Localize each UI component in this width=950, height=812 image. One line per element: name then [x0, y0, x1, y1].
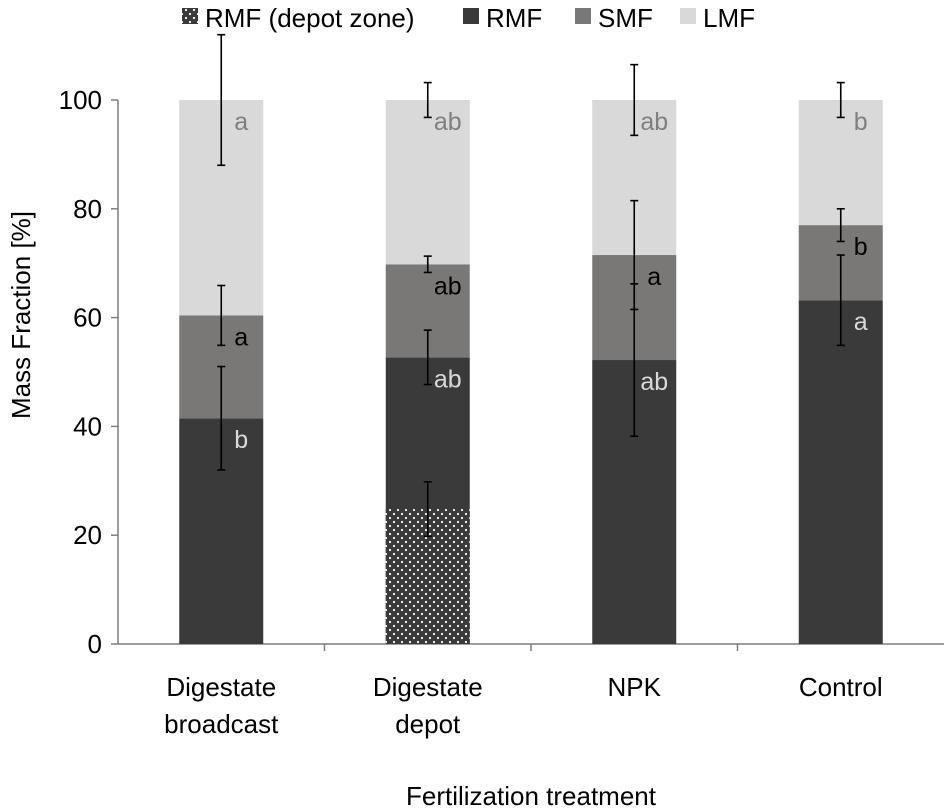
y-tick-label: 0 — [88, 629, 102, 659]
y-tick-label: 80 — [73, 194, 102, 224]
bar-lmf — [385, 100, 470, 265]
significance-letter: b — [854, 108, 868, 136]
significance-letter: b — [234, 426, 248, 454]
bar-lmf — [798, 100, 883, 226]
y-axis-title: Mass Fraction [%] — [6, 211, 36, 419]
bars — [179, 100, 883, 644]
error-bars — [217, 33, 845, 538]
y-tick-label: 100 — [59, 85, 102, 115]
legend-swatch-smf — [575, 8, 591, 24]
significance-letter: ab — [640, 108, 668, 136]
legend-label: RMF — [486, 3, 542, 33]
legend: RMF (depot zone) RMF SMF LMF — [182, 3, 755, 33]
significance-letter: ab — [434, 108, 462, 136]
legend-swatch-rmf_depot — [182, 8, 198, 24]
x-axis-title: Fertilization treatment — [406, 781, 657, 811]
y-tick-label: 60 — [73, 303, 102, 333]
significance-letter: a — [647, 263, 661, 291]
x-category-label: Digestate — [166, 672, 276, 702]
significance-letter: a — [854, 308, 868, 336]
significance-letter: a — [234, 108, 248, 136]
legend-label: SMF — [598, 3, 653, 33]
bar-rmf — [798, 300, 883, 644]
legend-label: LMF — [703, 3, 755, 33]
axes: 0 20 40 60 80 100 Digestate broadcast Digestate d… — [59, 85, 944, 739]
x-category-label: Control — [799, 672, 883, 702]
significance-letter: ab — [640, 368, 668, 396]
y-tick-label: 20 — [73, 520, 102, 550]
x-category-label: Digestate — [373, 672, 483, 702]
legend-swatch-rmf — [463, 8, 479, 24]
significance-letter: ab — [434, 365, 462, 393]
y-tick-label: 40 — [73, 411, 102, 441]
x-category-label: NPK — [608, 672, 662, 702]
legend-label: RMF (depot zone) — [205, 3, 415, 33]
x-category-label: broadcast — [164, 709, 279, 739]
significance-letter: a — [234, 323, 248, 351]
x-category-label: depot — [395, 709, 461, 739]
significance-letter: b — [854, 233, 868, 261]
significance-letter: ab — [434, 272, 462, 300]
legend-swatch-lmf — [680, 8, 696, 24]
